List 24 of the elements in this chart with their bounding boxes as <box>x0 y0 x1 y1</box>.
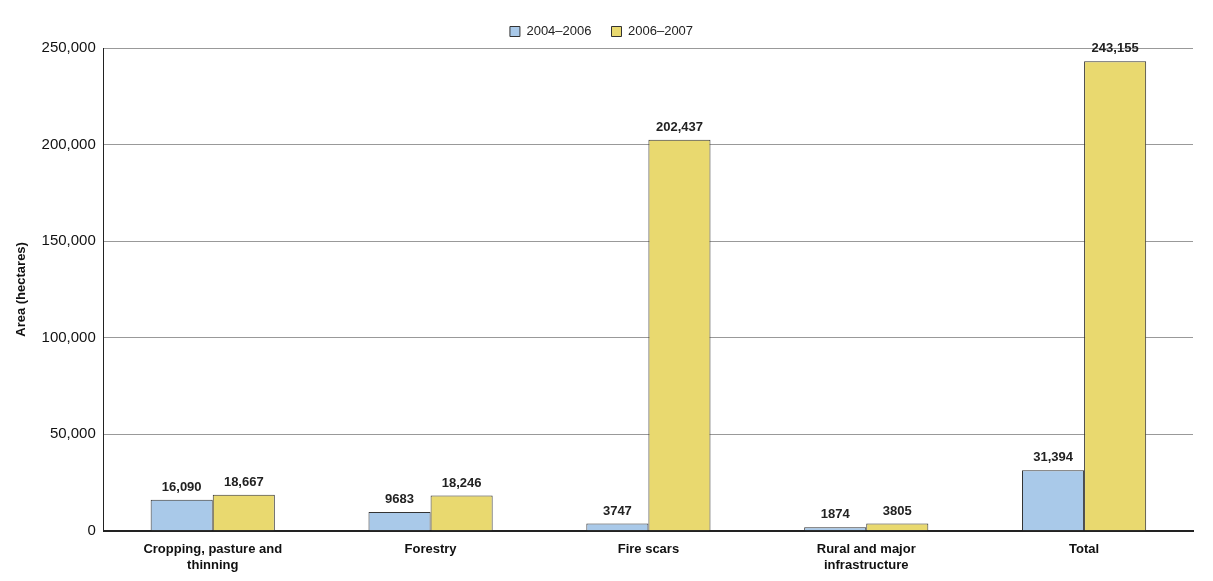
x-tick-label: Forestry <box>404 541 458 557</box>
y-axis-title: Area (hectares) <box>13 242 29 337</box>
legend-label: 2004–2006 <box>526 23 592 39</box>
x-tick-label: Total <box>1069 541 1100 557</box>
y-tick-label: 250,000 <box>41 38 96 56</box>
data-label: 18,667 <box>223 473 264 489</box>
y-tick-label: 200,000 <box>41 134 96 152</box>
data-label: 202,437 <box>655 118 703 134</box>
x-tick-label: Rural and major infrastructure <box>816 541 916 572</box>
x-tick-label: Fire scars <box>617 541 680 557</box>
data-label: 9683 <box>385 491 414 507</box>
y-tick-label: 50,000 <box>49 424 96 442</box>
y-tick-label: 100,000 <box>41 327 96 345</box>
data-label: 18,246 <box>441 474 482 490</box>
data-label: 243,155 <box>1091 40 1139 56</box>
x-tick-label: Cropping, pasture and thinning <box>143 541 283 572</box>
data-label: 16,090 <box>161 478 202 494</box>
legend-label: 2006–2007 <box>628 23 694 39</box>
data-label: 3747 <box>602 502 632 518</box>
y-tick-label: 0 <box>87 520 96 538</box>
y-tick-label: 150,000 <box>41 231 96 249</box>
data-label: 1874 <box>820 506 851 522</box>
data-label: 31,394 <box>1033 449 1074 465</box>
data-label: 3805 <box>882 502 912 518</box>
